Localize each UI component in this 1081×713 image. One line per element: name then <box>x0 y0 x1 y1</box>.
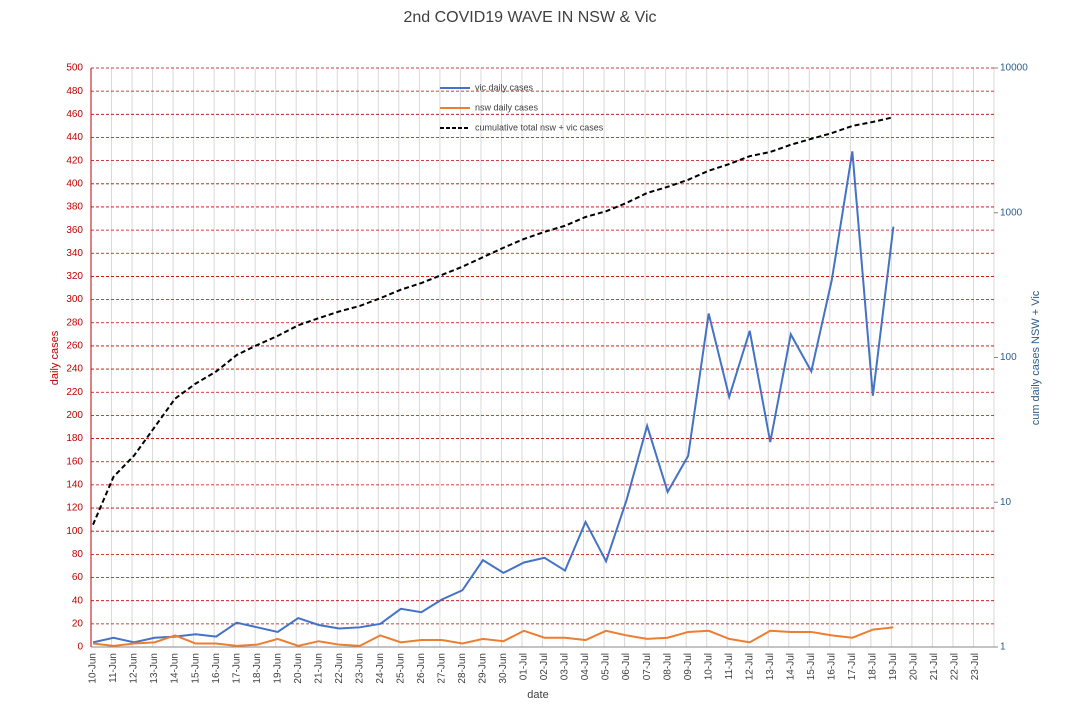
x-tick-label: 26-Jun <box>416 653 427 684</box>
y2-tick-label: 1000 <box>1000 207 1023 218</box>
x-tick-label: 08-Jul <box>662 653 673 680</box>
x-tick-label: 12-Jul <box>744 653 755 680</box>
y-tick-label: 460 <box>66 109 83 120</box>
y-tick-label: 420 <box>66 155 83 166</box>
x-tick-label: 23-Jul <box>970 653 981 680</box>
x-tick-label: 17-Jun <box>231 653 242 684</box>
y-tick-label: 360 <box>66 225 83 236</box>
x-tick-label: 14-Jul <box>785 653 796 680</box>
x-tick-label: 23-Jun <box>354 653 365 684</box>
x-tick-label: 18-Jun <box>252 653 263 684</box>
legend-label: nsw daily cases <box>475 102 539 112</box>
x-tick-label: 21-Jun <box>313 653 324 684</box>
y-tick-label: 400 <box>66 178 83 189</box>
x-tick-label: 01-Jul <box>519 653 530 680</box>
x-tick-label: 25-Jun <box>395 653 406 684</box>
y-tick-label: 60 <box>72 572 84 583</box>
y-tick-label: 480 <box>66 86 83 97</box>
legend-label: cumulative total nsw + vic cases <box>475 122 604 132</box>
x-tick-label: 22-Jun <box>334 653 345 684</box>
y-tick-label: 440 <box>66 132 83 143</box>
y-tick-label: 20 <box>72 618 84 629</box>
y-tick-label: 120 <box>66 503 83 514</box>
series-line <box>92 116 894 526</box>
y-tick-label: 140 <box>66 480 83 491</box>
x-tick-label: 10-Jul <box>703 653 714 680</box>
x-tick-label: 13-Jun <box>149 653 160 684</box>
x-tick-label: 16-Jun <box>211 653 222 684</box>
x-tick-label: 20-Jun <box>293 653 304 684</box>
y-tick-label: 0 <box>77 642 83 653</box>
y-tick-label: 320 <box>66 271 83 282</box>
x-tick-label: 05-Jul <box>601 653 612 680</box>
x-tick-label: 09-Jul <box>683 653 694 680</box>
y-tick-label: 40 <box>72 595 84 606</box>
x-tick-label: 29-Jun <box>478 653 489 684</box>
x-tick-label: 11-Jun <box>108 653 119 683</box>
x-tick-label: 15-Jun <box>190 653 201 684</box>
series-line <box>92 151 895 644</box>
y-tick-label: 220 <box>66 387 83 398</box>
x-tick-label: 12-Jun <box>129 653 140 684</box>
y-tick-label: 340 <box>66 248 83 259</box>
series-line <box>92 626 894 647</box>
x-tick-label: 04-Jul <box>580 653 591 680</box>
x-tick-label: 18-Jul <box>868 653 879 680</box>
x-tick-label: 17-Jul <box>847 653 858 680</box>
y-tick-label: 160 <box>66 456 83 467</box>
y-tick-label: 180 <box>66 433 83 444</box>
y-tick-label: 80 <box>72 549 84 560</box>
y-tick-label: 380 <box>66 202 83 213</box>
x-tick-label: 16-Jul <box>826 653 837 680</box>
x-tick-label: 14-Jun <box>170 653 181 684</box>
x-tick-label: 24-Jun <box>375 653 386 684</box>
x-tick-label: 10-Jun <box>88 653 99 684</box>
x-tick-label: 07-Jul <box>642 653 653 680</box>
x-axis-label: date <box>527 689 548 701</box>
x-tick-label: 20-Jul <box>909 653 920 680</box>
y-axis-label: daily cases <box>49 330 61 385</box>
y-tick-label: 240 <box>66 364 83 375</box>
x-tick-label: 27-Jun <box>437 653 448 684</box>
y-tick-label: 200 <box>66 410 83 421</box>
y2-tick-label: 100 <box>1000 352 1017 363</box>
y-tick-label: 100 <box>66 526 83 537</box>
y2-axis-label: cum daily cases NSW + Vic <box>1030 290 1042 425</box>
x-tick-label: 22-Jul <box>950 653 961 680</box>
x-tick-label: 03-Jul <box>560 653 571 680</box>
x-tick-label: 13-Jul <box>765 653 776 680</box>
y-tick-label: 500 <box>66 63 83 74</box>
x-tick-label: 11-Jul <box>724 653 735 680</box>
x-tick-label: 30-Jun <box>498 653 509 684</box>
y-tick-label: 260 <box>66 341 83 352</box>
x-tick-label: 28-Jun <box>457 653 468 684</box>
legend-label: vic daily cases <box>475 82 534 92</box>
x-tick-label: 02-Jul <box>539 653 550 680</box>
x-tick-label: 19-Jul <box>888 653 899 680</box>
y2-tick-label: 10000 <box>1000 63 1028 74</box>
y2-tick-label: 10 <box>1000 497 1012 508</box>
chart-title: 2nd COVID19 WAVE IN NSW & Vic <box>403 9 656 26</box>
y-tick-label: 300 <box>66 294 83 305</box>
x-tick-label: 06-Jul <box>621 653 632 680</box>
x-tick-label: 19-Jun <box>272 653 283 684</box>
y-tick-label: 280 <box>66 317 83 328</box>
x-tick-label: 21-Jul <box>929 653 940 680</box>
y2-tick-label: 1 <box>1000 642 1006 653</box>
x-tick-label: 15-Jul <box>806 653 817 680</box>
